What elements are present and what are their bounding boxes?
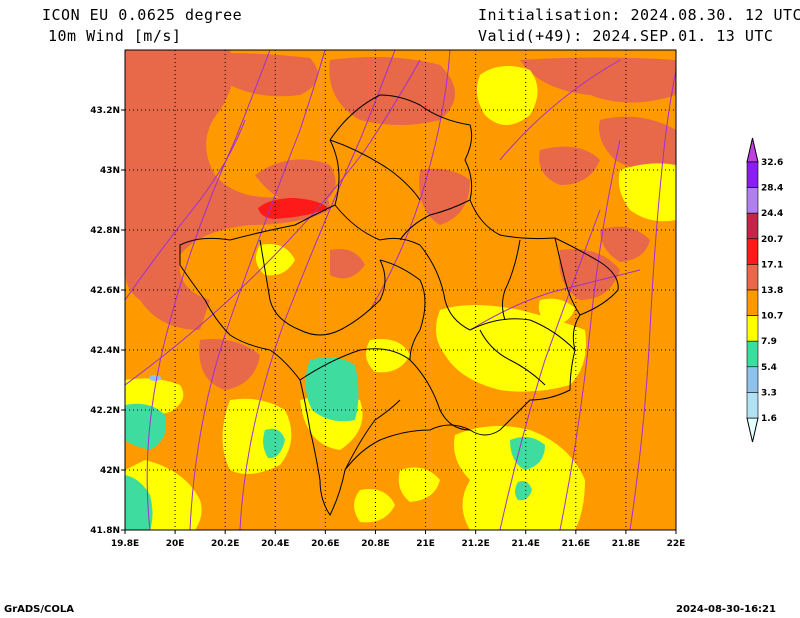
district-border (409, 359, 471, 431)
legend-level-label: 24.4 (761, 209, 783, 219)
lat-tick-label: 42.6N (90, 286, 120, 296)
legend-swatch (746, 264, 759, 291)
legend-swatch (746, 212, 759, 240)
band-5-4 (149, 375, 161, 381)
lon-tick-label: 20.4E (261, 539, 289, 549)
district-border (479, 329, 546, 386)
lat-tick-label: 43.2N (90, 106, 120, 116)
lon-tick-label: 22E (667, 539, 686, 549)
legend-swatch (746, 366, 759, 393)
band-17-1 (258, 198, 328, 219)
lon-tick-label: 20.2E (211, 539, 239, 549)
legend-level-label: 32.6 (761, 158, 783, 168)
model-title: ICON EU 0.0625 degree (42, 6, 243, 24)
district-border (399, 199, 471, 241)
legend-swatch (746, 289, 759, 316)
streamline (499, 59, 621, 161)
lat-tick-label: 42.8N (90, 226, 120, 236)
district-border (339, 259, 386, 331)
streamline (559, 139, 621, 530)
district-border (329, 139, 421, 201)
district-border (259, 239, 341, 336)
district-border (344, 399, 401, 471)
district-border (469, 318, 576, 351)
legend-level-label: 13.8 (761, 286, 783, 296)
legend-swatch (746, 187, 759, 214)
streamline (125, 59, 421, 386)
legend-swatch (746, 392, 759, 419)
init-time: Initialisation: 2024.08.30. 12 UTC (478, 6, 800, 24)
lon-tick-label: 21E (416, 539, 435, 549)
district-border (502, 239, 521, 321)
legend-underflow-arrow (746, 417, 759, 443)
lon-tick-label: 20.8E (361, 539, 389, 549)
valid-time: Valid(+49): 2024.SEP.01. 13 UTC (478, 27, 774, 45)
legend-level-label: 28.4 (761, 184, 783, 194)
band-7-9 (125, 356, 545, 530)
lat-tick-label: 42.4N (90, 346, 120, 356)
legend-level-label: 20.7 (761, 235, 783, 245)
lon-tick-label: 21.8E (612, 539, 640, 549)
lat-tick-label: 42N (100, 466, 120, 476)
lon-tick-label: 21.6E (562, 539, 590, 549)
footer-credit: GrADS/COLA (4, 604, 74, 615)
streamlines (125, 50, 676, 530)
legend-level-label: 10.7 (761, 312, 783, 322)
district-border (419, 244, 471, 331)
legend-swatch (746, 340, 759, 368)
admin-borders (179, 94, 619, 516)
streamline (469, 269, 641, 331)
legend-swatch (746, 315, 759, 342)
streamline (499, 209, 601, 530)
field-title: 10m Wind [m/s] (48, 27, 182, 45)
district-border (334, 204, 421, 246)
legend-level-label: 7.9 (761, 337, 777, 347)
legend-level-label: 17.1 (761, 260, 783, 270)
streamline (239, 50, 396, 530)
lat-tick-labels: 41.8N 42N 42.2N 42.4N 42.6N 42.8N 43N 43.2N (90, 106, 125, 536)
district-border (554, 237, 581, 316)
legend-overflow-arrow (746, 137, 759, 163)
legend-level-label: 3.3 (761, 388, 777, 398)
legend-swatch (746, 161, 759, 188)
lat-tick-label: 43N (100, 166, 120, 176)
streamline (146, 50, 271, 530)
lon-tick-label: 21.4E (512, 539, 540, 549)
lon-tick-label: 20.6E (311, 539, 339, 549)
lon-tick-label: 19.8E (111, 539, 139, 549)
footer-timestamp: 2024-08-30-16:21 (676, 604, 776, 615)
legend-level-label: 5.4 (761, 363, 777, 373)
lat-tick-label: 41.8N (90, 526, 120, 536)
legend-swatch (746, 238, 759, 265)
lat-tick-label: 42.2N (90, 406, 120, 416)
streamline (125, 119, 246, 301)
streamline (189, 50, 326, 530)
lon-tick-label: 21.2E (461, 539, 489, 549)
color-legend: 32.6 28.4 24.4 20.7 17.1 13.8 10.7 7.9 5.4 3.3 1.6 (746, 137, 783, 443)
district-border (379, 259, 426, 361)
streamline (629, 69, 676, 530)
lat-lon-grid (125, 50, 676, 530)
district-border (299, 348, 411, 381)
legend-level-label: 1.6 (761, 414, 777, 424)
lon-tick-label: 20E (166, 539, 185, 549)
lon-tick-labels: 19.8E 20E 20.2E 20.4E 20.6E 20.8E 21E 21.2E 21.4… (111, 530, 686, 549)
